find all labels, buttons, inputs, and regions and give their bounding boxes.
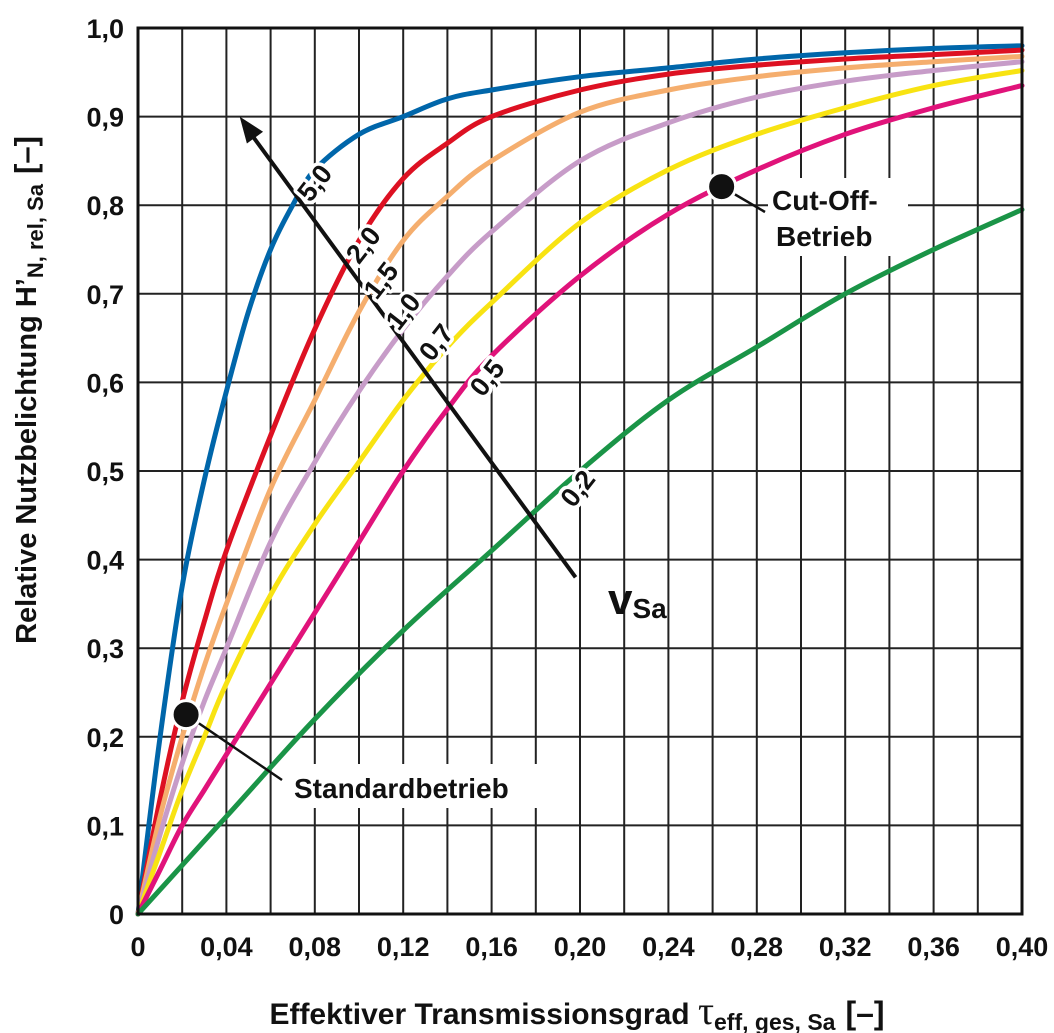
x-tick-label: 0 xyxy=(130,932,145,962)
y-tick-label: 0,3 xyxy=(86,634,124,664)
series-line-5-0 xyxy=(135,43,1025,917)
series-line-0-5 xyxy=(135,83,1025,917)
y-axis-label-unit: [–] xyxy=(8,136,43,174)
annotations: Standardbetrieb Cut-Off- Betrieb xyxy=(170,171,908,808)
arrow-shaft xyxy=(244,125,578,579)
x-tick-label: 0,16 xyxy=(465,932,518,962)
y-tick-label: 0 xyxy=(109,900,124,930)
y-axis-label-main: Relative Nutzbelichtung H’ xyxy=(11,278,43,644)
x-tick-label: 0,36 xyxy=(907,932,960,962)
y-tick-label: 0,6 xyxy=(86,368,124,398)
y-axis-label: Relative Nutzbelichtung H’N, rel, Sa [–] xyxy=(8,136,48,644)
y-tick-labels: 0 0,1 0,2 0,3 0,4 0,5 0,6 0,7 0,8 0,9 1,0 xyxy=(86,14,124,930)
arrow-label-main: v xyxy=(608,575,633,624)
y-tick-label: 0,8 xyxy=(86,191,124,221)
y-tick-label: 0,9 xyxy=(86,103,124,133)
x-tick-label: 0,32 xyxy=(819,932,872,962)
plot-frame xyxy=(136,26,1024,916)
series-line-0-2 xyxy=(135,207,1025,917)
standard-marker-dot xyxy=(170,699,202,731)
x-axis-label-main: Effektiver Transmissionsgrad xyxy=(269,998,698,1031)
y-axis-label-subscript: N, rel, Sa xyxy=(23,183,48,278)
series-group xyxy=(135,43,1025,917)
x-tick-label: 0,08 xyxy=(289,932,342,962)
x-tick-label: 0,40 xyxy=(996,932,1049,962)
arrow-head xyxy=(239,116,264,144)
arrow-label-sub: Sa xyxy=(632,593,667,624)
y-tick-label: 0,5 xyxy=(86,457,124,487)
x-tick-labels: 0 0,04 0,08 0,12 0,16 0,20 0,24 0,28 0,32 0,36 0,4… xyxy=(130,932,1048,962)
velocity-arrow: vSa xyxy=(239,116,667,624)
annotation-cutoff-line2: Betrieb xyxy=(776,221,872,252)
cutoff-marker-dot xyxy=(706,171,738,203)
series-line-0-7 xyxy=(135,68,1025,917)
y-tick-label: 0,7 xyxy=(86,280,124,310)
series-line-1-5 xyxy=(135,53,1025,917)
y-tick-label: 0,4 xyxy=(86,546,124,576)
arrow-label: vSa xyxy=(608,575,667,624)
y-tick-label: 0,1 xyxy=(86,811,124,841)
standard-label-bg xyxy=(288,764,556,808)
x-axis-label-unit: [–] xyxy=(845,995,884,1031)
annotation-cutoff-line1: Cut-Off- xyxy=(772,185,878,216)
x-axis-label-subscript: eff, ges, Sa xyxy=(714,1009,836,1033)
x-tick-label: 0,12 xyxy=(377,932,430,962)
y-tick-label: 0,2 xyxy=(86,723,124,753)
x-axis-label: Effektiver Transmissionsgrad τeff, ges, … xyxy=(269,988,884,1033)
annotation-standardbetrieb: Standardbetrieb xyxy=(294,773,509,804)
y-tick-label: 1,0 xyxy=(86,14,124,44)
standard-leader-line xyxy=(185,713,283,782)
series-line-2-0 xyxy=(135,47,1025,917)
x-tick-label: 0,24 xyxy=(642,932,695,962)
x-tick-label: 0,28 xyxy=(731,932,784,962)
x-tick-label: 0,04 xyxy=(200,932,253,962)
x-tick-label: 0,20 xyxy=(554,932,607,962)
x-axis-label-symbol: τ xyxy=(698,988,714,1033)
cutoff-label-bg xyxy=(768,178,908,256)
